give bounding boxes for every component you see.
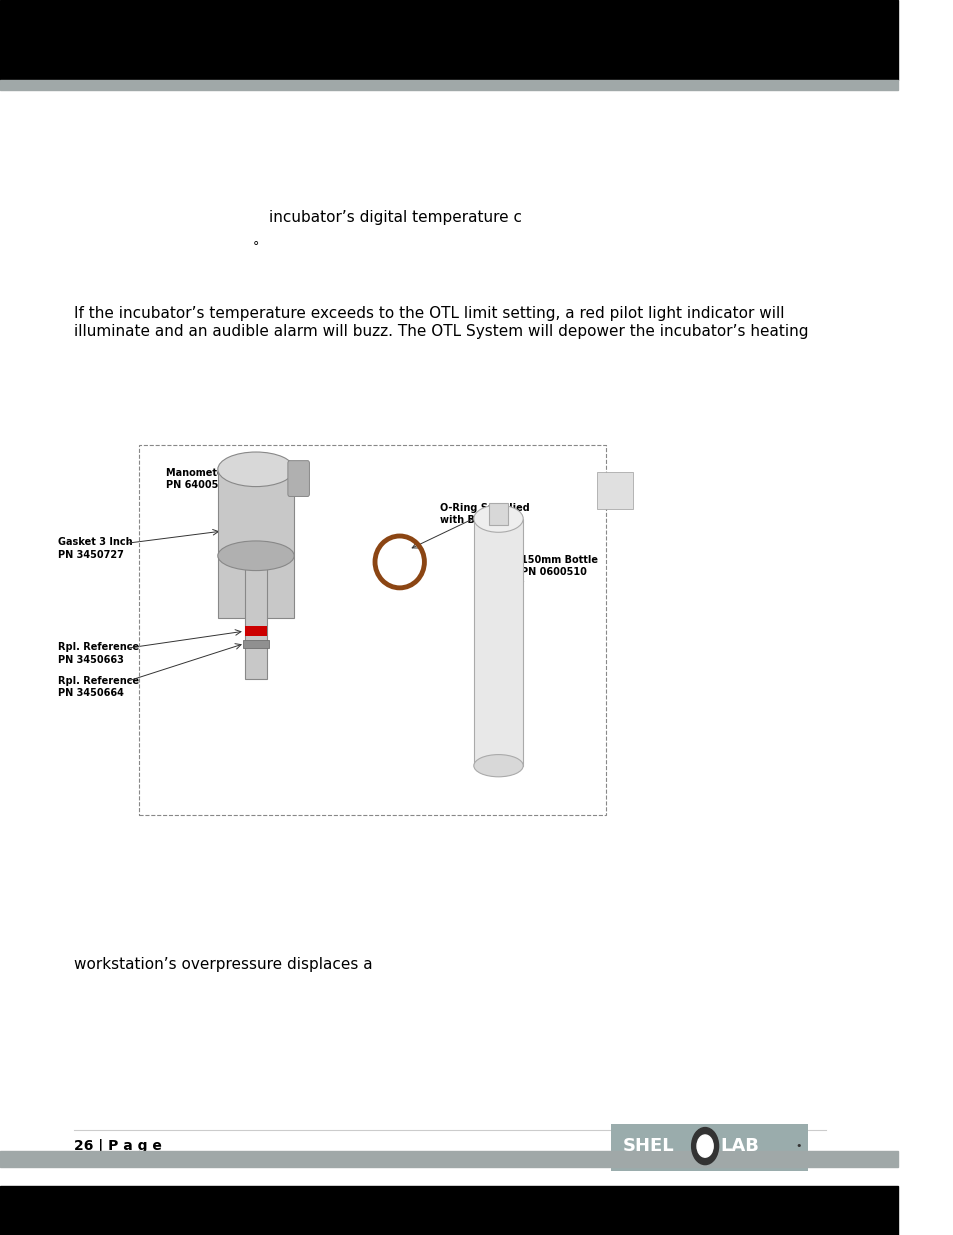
Text: °: °	[253, 240, 259, 253]
Bar	[139, 445, 606, 815]
Bar	[488, 503, 508, 525]
Text: If the incubator’s temperature exceeds to the OTL limit setting, a red pilot lig: If the incubator’s temperature exceeds t…	[73, 306, 807, 338]
Text: 26 | P a g e: 26 | P a g e	[73, 1139, 161, 1153]
Text: Manometer Anchor
PN 6400572: Manometer Anchor PN 6400572	[166, 468, 271, 490]
Text: 150mm Bottle
PN 0600510: 150mm Bottle PN 0600510	[520, 555, 598, 577]
Ellipse shape	[474, 505, 522, 532]
Ellipse shape	[217, 541, 294, 571]
Ellipse shape	[474, 755, 522, 777]
Bar	[597, 472, 633, 509]
Bar	[0, 0, 898, 80]
Text: Rpl. Reference
PN 3450664: Rpl. Reference PN 3450664	[58, 676, 139, 698]
Ellipse shape	[217, 452, 294, 487]
Bar	[0, 80, 898, 90]
Text: O-Ring Supplied
with Bottle: O-Ring Supplied with Bottle	[439, 503, 529, 525]
Text: workstation’s overpressure displaces a: workstation’s overpressure displaces a	[73, 957, 372, 972]
Bar	[245, 556, 267, 679]
Bar	[610, 1124, 807, 1171]
Text: Rpl. Reference
PN 3450663: Rpl. Reference PN 3450663	[58, 642, 139, 664]
Text: LAB: LAB	[720, 1137, 759, 1155]
FancyBboxPatch shape	[288, 461, 309, 496]
Bar	[0, 1186, 898, 1235]
Bar	[217, 469, 294, 618]
Circle shape	[691, 1128, 718, 1165]
Bar	[0, 1151, 898, 1167]
Circle shape	[697, 1135, 713, 1157]
Bar	[245, 626, 267, 636]
Bar	[243, 640, 269, 648]
Ellipse shape	[383, 546, 416, 578]
Text: incubator’s digital temperature c: incubator’s digital temperature c	[269, 210, 521, 225]
Bar	[474, 519, 522, 766]
Text: Gasket 3 Inch
PN 3450727: Gasket 3 Inch PN 3450727	[58, 537, 132, 559]
Text: SHEL: SHEL	[621, 1137, 674, 1155]
Text: •: •	[794, 1141, 801, 1151]
